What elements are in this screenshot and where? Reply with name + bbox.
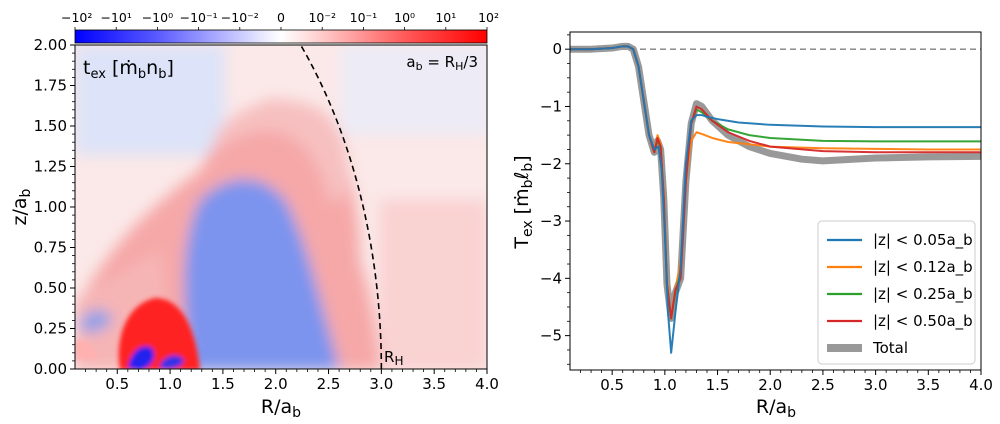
colorbar-label: −10¹ — [101, 10, 132, 25]
colorbar-label: 10⁻¹ — [350, 10, 378, 25]
legend-label: |z| < 0.12a_b — [873, 258, 973, 277]
line-xtick-label: 3.0 — [864, 376, 888, 394]
heatmap-ytick-label: 1.50 — [34, 117, 67, 135]
negative-lobe — [184, 179, 340, 369]
line-ytick-label: −2 — [540, 155, 562, 173]
colorbar-gradient — [74, 29, 488, 44]
heatmap-xtick-label: 0.5 — [105, 375, 129, 393]
heatmap-ytick-label: 0.75 — [34, 239, 67, 257]
heatmap-xtick-label: 3.0 — [369, 375, 393, 393]
colorbar-label: 10¹ — [435, 10, 456, 25]
legend-label: |z| < 0.25a_b — [873, 285, 973, 304]
colorbar: −10² −10¹ −10⁰ −10⁻¹ −10⁻² 0 10⁻² 10⁻¹ 10⁰ 10¹ 10² — [61, 10, 499, 44]
line-xlabel: R/ab — [756, 396, 796, 421]
legend-box — [817, 220, 976, 365]
line-xtick-label: 1.5 — [706, 376, 730, 394]
legend: |z| < 0.05a_b |z| < 0.12a_b |z| < 0.25a_b |… — [817, 220, 976, 365]
colorbar-label: 10² — [478, 10, 499, 25]
line-ytick-label: −5 — [540, 327, 562, 345]
heatmap-ytick-label: 1.75 — [34, 77, 67, 95]
heatmap-panel: 0.5 1.0 1.5 2.0 2.5 3.0 3.5 4.0 0.00 0.25 0.50 0.75… — [9, 36, 499, 421]
heatmap-ytick-label: 0.00 — [34, 360, 67, 378]
line-frame — [569, 31, 982, 371]
heatmap-ylabel: z/ab — [9, 188, 34, 225]
outer-tongue — [215, 100, 348, 200]
heatmap-ytick-label: 0.50 — [34, 279, 67, 297]
legend-label: |z| < 0.50a_b — [873, 312, 973, 331]
heatmap-xtick-label: 2.0 — [264, 375, 288, 393]
line-xtick-label: 4.0 — [969, 376, 993, 394]
strong-negative-core — [128, 346, 155, 369]
colorbar-label: 0 — [277, 10, 285, 25]
heatmap-xtick-label: 3.5 — [422, 375, 446, 393]
line-xtick-label: 2.5 — [811, 376, 835, 394]
line-ylabel: Tex [ṁbℓb] — [511, 155, 536, 249]
colorbar-label: 10⁰ — [394, 10, 415, 25]
hill-radius-curve — [299, 45, 383, 369]
heatmap-panel-label: tex [ṁbnb] — [83, 57, 174, 82]
colorbar-label: −10⁰ — [142, 10, 173, 25]
colorbar-label: −10² — [61, 10, 92, 25]
line-ticks: 0.5 1.0 1.5 2.0 2.5 3.0 3.5 4.0 0 −1 −2 −3 −4 −5 — [540, 34, 993, 394]
colorbar-label: −10⁻² — [221, 10, 259, 25]
heatmap-ytick-label: 1.00 — [34, 198, 67, 216]
line-xtick-label: 1.0 — [653, 376, 677, 394]
heatmap-field — [75, 45, 487, 369]
line-series — [570, 42, 981, 354]
heatmap-xtick-label: 2.5 — [317, 375, 341, 393]
line-ytick-label: −3 — [540, 212, 562, 230]
colorbar-label: −10⁻¹ — [180, 10, 218, 25]
heatmap-ytick-label: 1.25 — [34, 158, 67, 176]
line-xtick-label: 2.0 — [758, 376, 782, 394]
line-panel: 0.5 1.0 1.5 2.0 2.5 3.0 3.5 4.0 0 −1 −2 −3 −4 −5 R/ab… — [511, 31, 993, 421]
legend-label: |z| < 0.05a_b — [873, 231, 973, 250]
line-xtick-label: 0.5 — [600, 376, 624, 394]
heatmap-ytick-label: 0.25 — [34, 320, 67, 338]
line-ytick-label: 0 — [552, 40, 562, 58]
colorbar-labels: −10² −10¹ −10⁰ −10⁻¹ −10⁻² 0 10⁻² 10⁻¹ 10⁰ 10¹ 10² — [61, 10, 499, 30]
heatmap-xtick-label: 1.0 — [158, 375, 182, 393]
heatmap-ticks: 0.5 1.0 1.5 2.0 2.5 3.0 3.5 4.0 0.00 0.25 0.50 0.75… — [34, 36, 499, 393]
heatmap-xlabel: R/ab — [261, 396, 301, 421]
series-line-0 — [570, 45, 981, 354]
heatmap-xtick-label: 4.0 — [475, 375, 499, 393]
line-ytick-label: −4 — [540, 269, 562, 287]
line-xtick-label: 3.5 — [916, 376, 940, 394]
colorbar-label: 10⁻² — [308, 10, 336, 25]
legend-label: Total — [872, 339, 908, 357]
heatmap-ytick-label: 2.00 — [34, 36, 67, 54]
line-ytick-label: −1 — [540, 97, 562, 115]
heatmap-xtick-label: 1.5 — [211, 375, 235, 393]
